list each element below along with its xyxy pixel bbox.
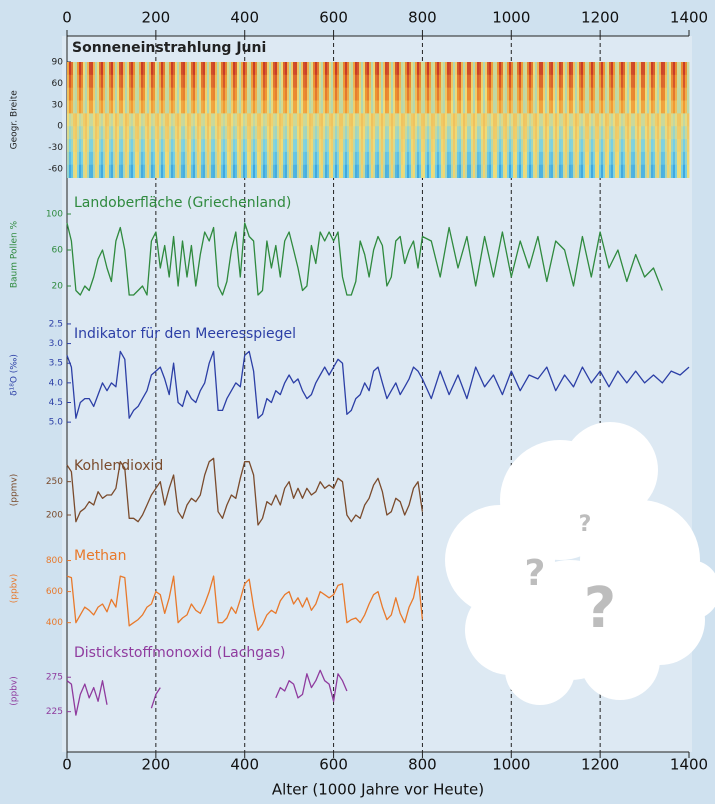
y-tick-label: 20 [52,282,64,292]
heatmap-cell [687,165,689,178]
x-tick-label: 1400 [670,756,708,774]
x-tick-label: 400 [230,756,259,774]
y-tick-label: 275 [46,673,63,683]
x-tick-label: 200 [142,756,171,774]
y-tick-label: 800 [46,556,63,566]
question-mark: ? [525,553,546,594]
x-tick-label: 0 [62,756,72,774]
question-mark: ? [579,512,592,537]
y-tick-label: -60 [48,165,63,175]
x-tick-label: 600 [319,9,348,27]
x-tick-label: 800 [408,756,437,774]
y-tick-label: 60 [52,246,64,256]
y-axis-label: (ppbv) [10,676,20,706]
y-tick-label: 4.5 [49,398,63,408]
x-tick-label: 200 [142,9,171,27]
y-tick-label: 2.5 [49,319,63,329]
x-tick-label: 1000 [492,756,530,774]
y-tick-label: 0 [57,122,63,132]
x-tick-label: 600 [319,756,348,774]
x-tick-label: 1200 [581,756,619,774]
y-tick-label: 60 [52,79,64,89]
panel-title: Sonneneinstrahlung Juni [72,40,266,56]
x-tick-label: 1400 [670,9,708,27]
y-tick-label: 250 [46,477,63,487]
y-tick-label: 200 [46,511,63,521]
y-tick-label: -30 [48,143,63,153]
panel-title: Landoberfläche (Griechenland) [74,195,291,211]
y-tick-label: 3.5 [49,359,63,369]
y-tick-label: 225 [46,707,63,717]
y-axis-label: (ppbv) [10,574,20,604]
panel-title: Distickstoffmonoxid (Lachgas) [74,645,286,661]
x-tick-label: 400 [230,9,259,27]
x-tick-label: 1000 [492,9,530,27]
heatmap-cell [687,139,689,152]
question-mark: ? [584,576,616,641]
chart: Alter (1000 Jahre vor Heute) 00200200400… [0,0,715,804]
y-tick-label: 100 [46,210,63,220]
x-axis-label: Alter (1000 Jahre vor Heute) [272,781,484,799]
y-tick-label: 30 [52,100,64,110]
heatmap [67,62,689,178]
y-axis-label: Geogr. Breite [10,90,20,150]
heatmap-cell [687,152,689,165]
x-tick-label: 1200 [581,9,619,27]
x-tick-label: 0 [62,9,72,27]
panel-title: Indikator für den Meeresspiegel [74,326,296,342]
heatmap-cell [687,126,689,139]
y-tick-label: 4.0 [49,378,64,388]
heatmap-cell [687,113,689,126]
heatmap-cell [687,62,689,75]
y-axis-label: δ¹⁸O (‰) [10,354,20,396]
x-tick-label: 800 [408,9,437,27]
heatmap-cell [687,75,689,88]
y-tick-label: 5.0 [49,418,64,428]
panel-title: Methan [74,548,127,564]
heatmap-cell [687,88,689,101]
heatmap-cell [687,101,689,114]
y-tick-label: 400 [46,618,63,628]
y-axis-label: (ppmv) [10,474,20,507]
y-tick-label: 600 [46,587,63,597]
y-tick-label: 3.0 [49,339,64,349]
y-tick-label: 90 [52,58,64,68]
y-axis-label: Baum Pollen % [10,220,20,288]
cloud-blob [505,635,575,705]
